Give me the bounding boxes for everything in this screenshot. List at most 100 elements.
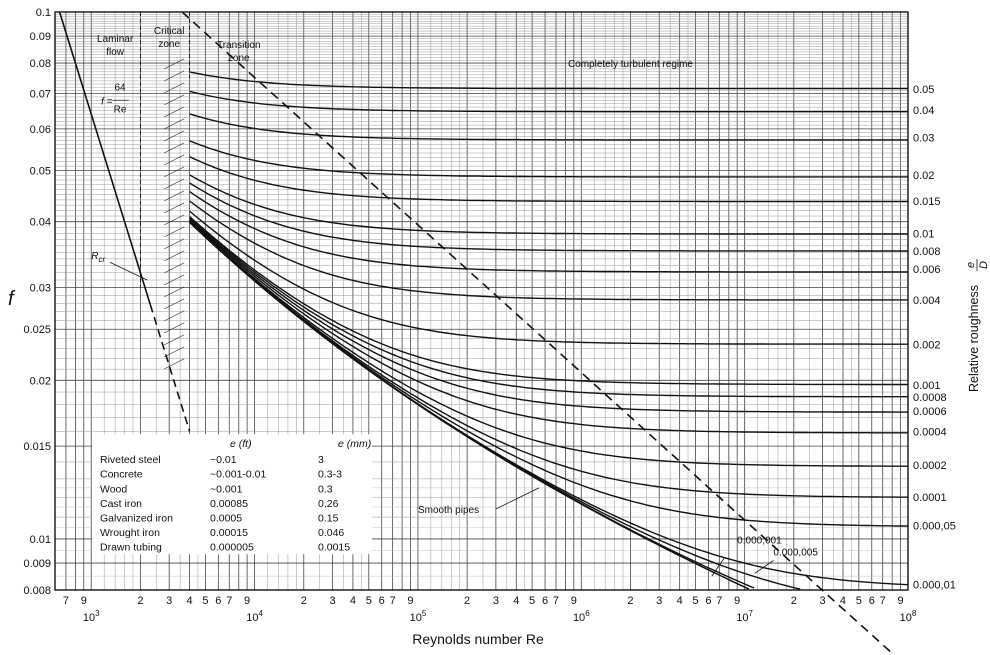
right-axis-title-text: Relative roughness — [967, 285, 981, 392]
x-tick-label: 5 — [366, 595, 372, 607]
curve-0-02 — [189, 140, 908, 178]
hatch-line — [164, 298, 185, 310]
x-decade-label: 107 — [736, 609, 753, 624]
hatch-line — [164, 118, 185, 130]
table-cell: Riveted steel — [100, 454, 161, 466]
zone-transition-line2: zone — [228, 53, 250, 64]
x-tick-label: 4 — [677, 595, 683, 607]
table-cell: Cast iron — [100, 498, 142, 510]
x-tick-label: 6 — [215, 595, 221, 607]
hatch-line — [164, 58, 185, 70]
curve-0-0002 — [189, 220, 908, 467]
curve-Smooth-pipes — [189, 221, 750, 590]
x-tick-label: 4 — [513, 595, 519, 607]
plot-frame — [54, 11, 909, 591]
roughness-label: 0.008 — [913, 246, 941, 258]
laminar-line — [58, 11, 152, 305]
hatch-line — [164, 106, 185, 118]
x-tick-label: 7 — [63, 595, 69, 607]
x-tick-label: 9 — [897, 595, 903, 607]
hatch-line — [164, 346, 185, 358]
zone-critical-line1: Critical — [154, 26, 185, 37]
x-tick-label: 9 — [81, 595, 87, 607]
roughness-label: 0.02 — [913, 170, 934, 182]
table-cell: Wood — [100, 483, 127, 495]
table-cell: ~0.001 — [210, 483, 243, 495]
hatch-line — [164, 166, 185, 178]
roughness-label: 0.03 — [913, 132, 934, 144]
x-tick-label: 9 — [407, 595, 413, 607]
hatch-line — [164, 94, 185, 106]
curve-0-008 — [189, 182, 908, 252]
smooth-pipes-leader — [495, 487, 540, 510]
ann-000005-label: 0.000,005 — [773, 548, 818, 559]
hatch-line — [164, 286, 185, 298]
hatch-line — [164, 70, 185, 82]
y-tick-label: 0.009 — [23, 558, 51, 570]
ann-000001-label: 0.000,001 — [737, 536, 782, 547]
roughness-label: 0.001 — [913, 380, 941, 392]
right-axis-title: Relative roughness e D — [965, 259, 990, 392]
table-cell: 0.0015 — [318, 542, 350, 554]
x-tick-label: 9 — [734, 595, 740, 607]
hatch-line — [164, 130, 185, 142]
curve-0-002 — [189, 210, 908, 345]
rcr-leader — [109, 261, 148, 281]
right-axis-fraction-num: e — [965, 262, 977, 268]
x-tick-label: 2 — [627, 595, 633, 607]
x-tick-label: 3 — [820, 595, 826, 607]
curve-0-004 — [189, 200, 908, 301]
smooth-pipes-label: Smooth pipes — [418, 505, 479, 516]
x-axis-title: Reynolds number Re — [412, 631, 544, 647]
y-tick-label: 0.07 — [30, 89, 51, 101]
hatch-line — [164, 322, 185, 334]
zone-laminar-line1: Laminar — [97, 34, 134, 45]
table-cell: 0.046 — [318, 527, 344, 539]
hatch-line — [164, 250, 185, 262]
curve-0-0004 — [189, 219, 908, 434]
curve-0-03 — [189, 113, 908, 141]
y-tick-label: 0.1 — [36, 7, 51, 19]
tick-labels: 0.10.090.080.070.060.050.040.030.0250.02… — [23, 7, 916, 624]
hatch-line — [164, 178, 185, 190]
hatch-line — [164, 202, 185, 214]
table-cell: Wrought iron — [100, 527, 160, 539]
table-cell: 0.00015 — [210, 527, 248, 539]
roughness-table: e (ft) e (mm) Riveted steel ~0.01 3 Concrete ~… — [92, 434, 372, 555]
formula-den: Re — [114, 105, 127, 116]
hatch-line — [164, 190, 185, 202]
hatch-line — [164, 310, 185, 322]
formula-num: 64 — [114, 82, 126, 93]
x-tick-label: 6 — [869, 595, 875, 607]
table-cell: Galvanized iron — [100, 513, 173, 525]
x-tick-label: 5 — [692, 595, 698, 607]
y-tick-label: 0.025 — [23, 324, 51, 336]
x-tick-label: 6 — [705, 595, 711, 607]
roughness-label: 0.000,05 — [913, 521, 956, 533]
curve-0-05 — [189, 71, 908, 90]
turbulent-boundary — [181, 11, 896, 655]
table-cell: 0.26 — [318, 498, 339, 510]
curve-0-0008 — [189, 217, 908, 398]
table-cell: 3 — [318, 454, 324, 466]
x-tick-label: 4 — [840, 595, 846, 607]
roughness-label: 0.002 — [913, 339, 941, 351]
roughness-label: 0.0006 — [913, 406, 947, 418]
curve-0-015 — [189, 156, 908, 203]
right-axis-fraction-den: D — [978, 261, 990, 269]
x-decade-label: 103 — [83, 609, 100, 624]
x-decade-label: 104 — [246, 609, 263, 624]
laminar-line-extension — [149, 304, 191, 432]
zone-laminar-line2: flow — [106, 47, 125, 58]
x-tick-label: 7 — [226, 595, 232, 607]
x-tick-label: 5 — [529, 595, 535, 607]
curve-0-001 — [189, 215, 908, 386]
x-tick-label: 7 — [716, 595, 722, 607]
critical-zone-hatch — [164, 58, 185, 370]
x-decade-label: 106 — [573, 609, 590, 624]
y-tick-label: 0.03 — [30, 283, 51, 295]
table-cell: 0.000005 — [210, 542, 254, 554]
roughness-label: 0.0001 — [913, 492, 947, 504]
x-tick-label: 2 — [137, 595, 143, 607]
x-tick-label: 2 — [301, 595, 307, 607]
